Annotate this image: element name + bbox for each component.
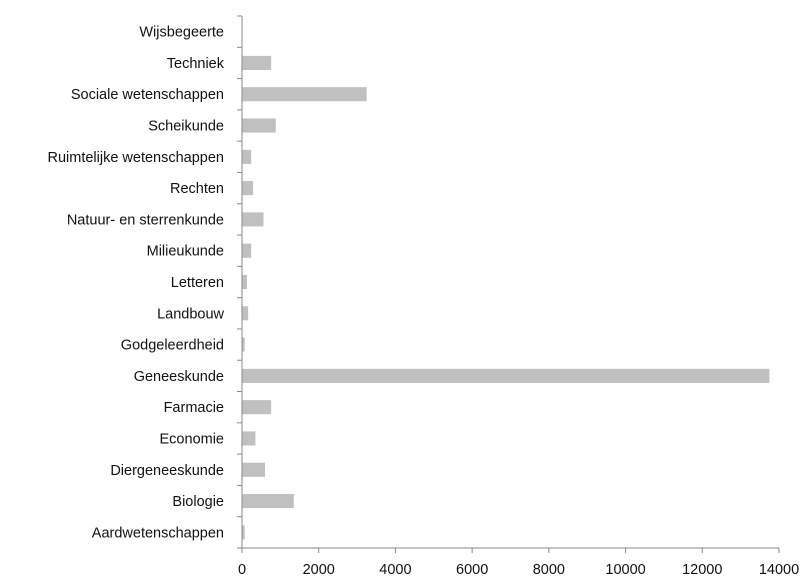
bar-sociale-wetenschappen: [242, 87, 367, 102]
bar-techniek: [242, 55, 272, 70]
x-tick-label: 6000: [456, 562, 488, 576]
bar-natuur-en-sterrenkunde: [242, 212, 264, 227]
bar-letteren: [242, 274, 247, 290]
category-label: Scheikunde: [148, 119, 224, 135]
category-label: Geneeskunde: [134, 369, 224, 385]
category-label: Techniek: [167, 56, 225, 72]
axes-group: [237, 15, 780, 553]
category-label: Aardwetenschappen: [92, 525, 224, 541]
bar-milieukunde: [242, 243, 252, 258]
category-label: Landbouw: [157, 306, 224, 322]
category-label: Rechten: [170, 181, 224, 197]
category-label: Ruimtelijke wetenschappen: [47, 150, 224, 166]
bar-diergeneeskunde: [242, 462, 266, 477]
bar-ruimtelijke-wetenschappen: [242, 149, 252, 164]
bar-geneeskunde: [242, 368, 770, 383]
x-tick-label: 2000: [303, 562, 335, 576]
bar-economie: [242, 431, 256, 446]
bar-rechten: [242, 181, 254, 196]
x-tick-label: 4000: [379, 562, 411, 576]
bar-godgeleerdheid: [242, 337, 245, 352]
category-label: Biologie: [172, 494, 224, 510]
category-label: Milieukunde: [147, 244, 224, 260]
category-label: Farmacie: [164, 400, 224, 416]
labels-group: Wijsbegeerte Techniek Sociale wetenschappe…: [47, 25, 799, 576]
x-tick-label: 10000: [605, 562, 645, 576]
bar-scheikunde: [242, 118, 276, 133]
category-label: Natuur- en sterrenkunde: [67, 212, 224, 228]
category-label: Godgeleerdheid: [121, 338, 224, 354]
x-tick-label: 12000: [682, 562, 722, 576]
category-label: Letteren: [171, 275, 224, 291]
bar-biologie: [242, 494, 294, 509]
x-tick-label: 14000: [759, 562, 799, 576]
bar-farmacie: [242, 400, 272, 415]
x-tick-label: 0: [238, 562, 246, 576]
category-label: Economie: [160, 431, 224, 447]
bars-group: [242, 55, 770, 540]
category-label: Diergeneeskunde: [110, 463, 224, 479]
bar-landbouw: [242, 306, 249, 321]
category-label: Sociale wetenschappen: [71, 87, 224, 103]
x-tick-label: 8000: [533, 562, 565, 576]
category-label: Wijsbegeerte: [139, 25, 224, 41]
bar-aardwetenschappen: [242, 525, 245, 540]
